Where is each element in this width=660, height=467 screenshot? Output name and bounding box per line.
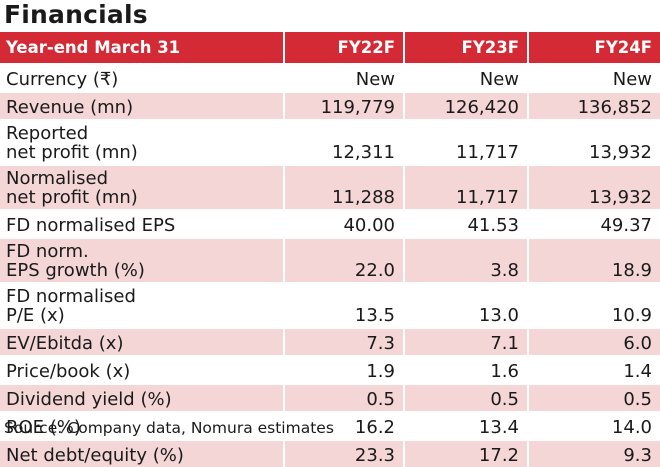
cell-value: 13.5 — [283, 282, 404, 328]
cell-value: 40.00 — [283, 209, 404, 238]
row-label: Revenue (mn) — [0, 91, 284, 120]
row-label: ROE (%) — [0, 411, 284, 440]
table-row: FD norm. EPS growth (%) 22.0 3.8 18.9 — [0, 237, 660, 283]
row-label-line: Revenue (mn) — [6, 97, 134, 118]
row-label-line: net profit (mn) — [6, 187, 138, 208]
cell-value: 0.5 — [527, 383, 660, 412]
cell-value: 136,852 — [527, 91, 660, 120]
row-label: FD norm. EPS growth (%) — [0, 237, 284, 283]
cell-value: 18.9 — [527, 237, 660, 283]
cell-value: 7.3 — [283, 327, 404, 356]
cell-value: New — [283, 63, 404, 92]
row-label-line: net profit (mn) — [6, 142, 138, 163]
cell-value: 1.6 — [403, 355, 528, 384]
table-row: Dividend yield (%) 0.5 0.5 0.5 — [0, 383, 660, 412]
row-label: EV/Ebitda (x) — [0, 327, 284, 356]
row-label-line: EV/Ebitda (x) — [6, 333, 124, 354]
cell-value: 13.4 — [403, 411, 528, 440]
cell-value: 13,932 — [527, 119, 660, 165]
cell-value: 9.3 — [527, 439, 660, 467]
header-fy22f: FY22F — [283, 32, 404, 64]
row-label-line: FD normalised EPS — [6, 215, 176, 236]
row-label-line: FD normalised — [6, 286, 136, 307]
row-label-line: Net debt/equity (%) — [6, 445, 184, 466]
row-label-line: Price/book (x) — [6, 361, 131, 382]
table-row: Reported net profit (mn) 12,311 11,717 1… — [0, 119, 660, 165]
table-row: Net debt/equity (%) 23.3 17.2 9.3 — [0, 439, 660, 467]
cell-value: 16.2 — [283, 411, 404, 440]
row-label: FD normalised P/E (x) — [0, 282, 284, 328]
row-label-line: Reported — [6, 123, 89, 144]
cell-value: 126,420 — [403, 91, 528, 120]
cell-value: 10.9 — [527, 282, 660, 328]
cell-value: 41.53 — [403, 209, 528, 238]
row-label-line: P/E (x) — [6, 305, 65, 326]
cell-value: 12,311 — [283, 119, 404, 165]
table-row: ROE (%) 16.2 13.4 14.0 — [0, 411, 660, 440]
source-note: Source: Company data, Nomura estimates — [4, 419, 334, 437]
table-row: EV/Ebitda (x) 7.3 7.1 6.0 — [0, 327, 660, 356]
table-row: FD normalised P/E (x) 13.5 13.0 10.9 — [0, 282, 660, 328]
cell-value: 17.2 — [403, 439, 528, 467]
cell-value: 1.4 — [527, 355, 660, 384]
cell-value: 49.37 — [527, 209, 660, 238]
table-row: Price/book (x) 1.9 1.6 1.4 — [0, 355, 660, 384]
row-label-line: FD norm. — [6, 241, 89, 262]
cell-value: 7.1 — [403, 327, 528, 356]
row-label-line: Dividend yield (%) — [6, 389, 172, 410]
cell-value: 23.3 — [283, 439, 404, 467]
cell-value: 11,717 — [403, 164, 528, 210]
table-row: Normalised net profit (mn) 11,288 11,717… — [0, 164, 660, 210]
cell-value: 6.0 — [527, 327, 660, 356]
row-label-line: EPS growth (%) — [6, 260, 145, 281]
cell-value: 0.5 — [403, 383, 528, 412]
header-fy24f: FY24F — [527, 32, 660, 64]
row-label: Net debt/equity (%) — [0, 439, 284, 467]
cell-value: 0.5 — [283, 383, 404, 412]
financials-table: Year-end March 31 FY22F FY23F FY24F Curr… — [0, 32, 660, 467]
row-label: FD normalised EPS — [0, 209, 284, 238]
row-label-line: Normalised — [6, 168, 109, 189]
row-label: Normalised net profit (mn) — [0, 164, 284, 210]
row-label: Dividend yield (%) — [0, 383, 284, 412]
cell-value: 11,288 — [283, 164, 404, 210]
row-label: Currency (₹) — [0, 63, 284, 92]
cell-value: 22.0 — [283, 237, 404, 283]
table-row: Currency (₹) New New New — [0, 63, 660, 92]
row-label: Price/book (x) — [0, 355, 284, 384]
cell-value: 14.0 — [527, 411, 660, 440]
cell-value: New — [527, 63, 660, 92]
table-row: FD normalised EPS 40.00 41.53 49.37 — [0, 209, 660, 238]
table-row: Revenue (mn) 119,779 126,420 136,852 — [0, 91, 660, 120]
cell-value: 3.8 — [403, 237, 528, 283]
header-fy23f: FY23F — [403, 32, 528, 64]
header-year-end: Year-end March 31 — [0, 32, 284, 64]
cell-value: 13,932 — [527, 164, 660, 210]
cell-value: 11,717 — [403, 119, 528, 165]
cell-value: 1.9 — [283, 355, 404, 384]
row-label-line: Currency (₹) — [6, 69, 119, 90]
page-title: Financials — [4, 0, 148, 29]
row-label: Reported net profit (mn) — [0, 119, 284, 165]
cell-value: 13.0 — [403, 282, 528, 328]
table-header-row: Year-end March 31 FY22F FY23F FY24F — [0, 32, 660, 64]
cell-value: 119,779 — [283, 91, 404, 120]
cell-value: New — [403, 63, 528, 92]
row-label-line: ROE (%) — [6, 417, 81, 438]
